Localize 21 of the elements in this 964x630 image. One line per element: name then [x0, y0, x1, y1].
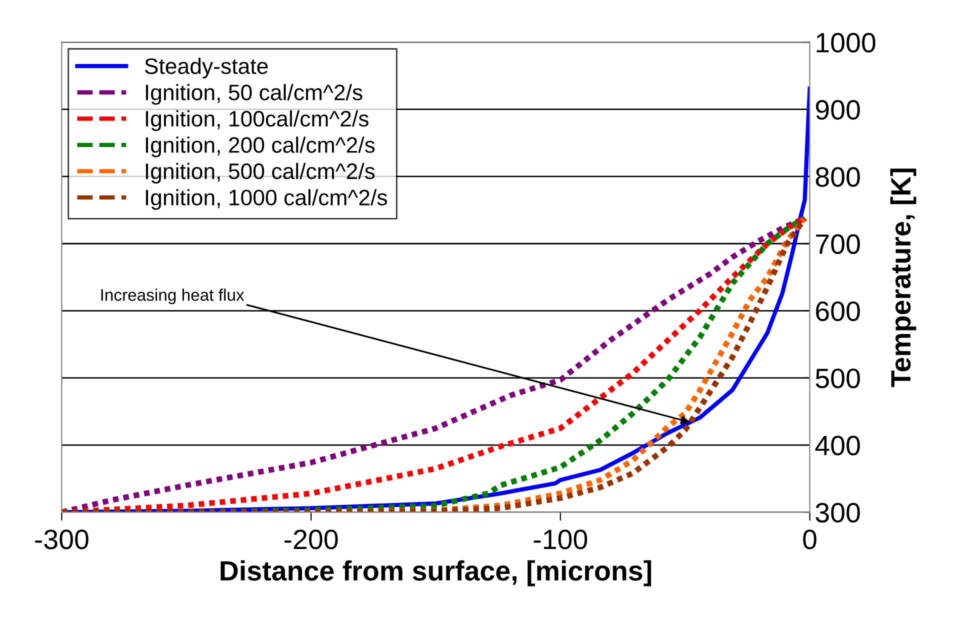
- legend-label: Ignition, 500 cal/cm^2/s: [146, 162, 375, 184]
- y-tick-label: 900: [816, 100, 860, 120]
- legend-label: Ignition, 100cal/cm^2/s: [146, 110, 368, 132]
- y-tick-label: 400: [815, 436, 860, 456]
- legend-label: Ignition, 1000 cal/cm^2/s: [146, 189, 388, 210]
- y-tick-label: 700: [816, 234, 860, 254]
- y-tick-label: 600: [816, 301, 860, 322]
- x-tick-label: -100: [534, 530, 588, 550]
- x-tick-label: -200: [284, 530, 338, 550]
- legend-label: Ignition, 50 cal/cm^2/s: [146, 84, 362, 105]
- x-tick-label: -300: [35, 530, 88, 550]
- y-axis-title: Temperature, [K]: [890, 168, 916, 387]
- x-axis-title: Distance from surface, [microns]: [220, 560, 652, 586]
- y-tick-label: 1000: [816, 32, 876, 53]
- y-tick-label: 300: [816, 502, 860, 523]
- y-tick-label: 500: [816, 368, 860, 388]
- legend-label: Steady-state: [144, 58, 268, 78]
- x-tick-label: 0: [803, 530, 816, 550]
- y-tick-label: 800: [816, 167, 860, 187]
- legend-label: Ignition, 200 cal/cm^2/s: [146, 136, 375, 158]
- annotation: Increasing heat flux: [101, 288, 244, 304]
